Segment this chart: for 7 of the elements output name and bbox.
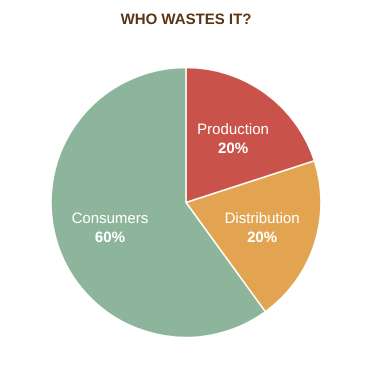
slice-label: Distribution [224,210,300,228]
slice-label: Consumers [72,210,148,228]
data-label: 20% [247,229,278,246]
slice-label: Production [197,120,269,138]
data-label: 60% [94,229,125,246]
chart-title: WHO WASTES IT? [120,11,252,28]
data-label: 20% [218,140,248,157]
